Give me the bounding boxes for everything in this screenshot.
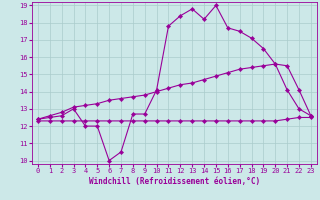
X-axis label: Windchill (Refroidissement éolien,°C): Windchill (Refroidissement éolien,°C) [89, 177, 260, 186]
